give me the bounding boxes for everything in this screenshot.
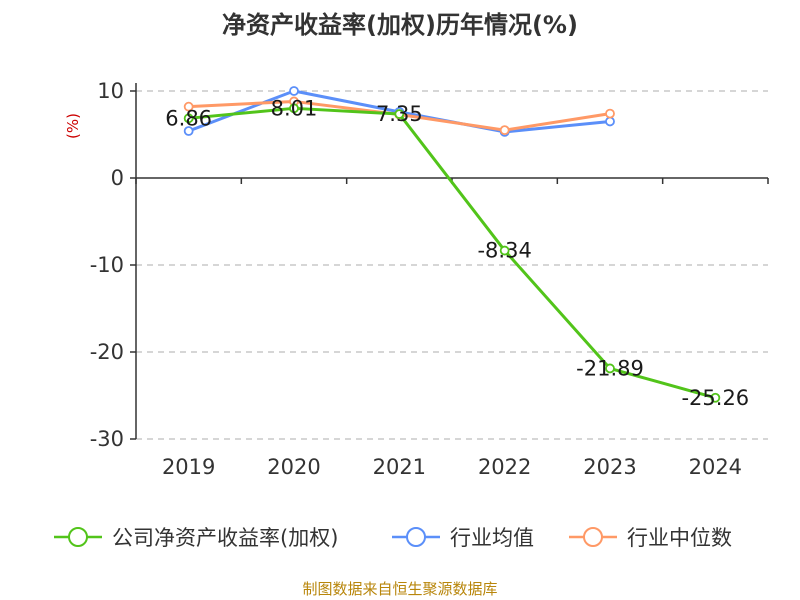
x-tick-label: 2023 bbox=[583, 455, 636, 479]
data-label: 7.35 bbox=[376, 102, 423, 126]
data-label: 8.01 bbox=[271, 96, 318, 120]
y-axis-label: (%) bbox=[64, 113, 82, 139]
series-lines bbox=[183, 86, 721, 403]
series-line bbox=[188, 106, 716, 400]
x-tick-label: 2022 bbox=[478, 455, 531, 479]
legend-marker bbox=[583, 527, 603, 547]
data-point bbox=[605, 108, 615, 119]
data-point bbox=[499, 125, 510, 136]
source-text: 制图数据来自恒生聚源数据库 bbox=[302, 580, 497, 598]
data-point bbox=[289, 86, 299, 96]
y-tick-label: 10 bbox=[97, 79, 124, 103]
data-point bbox=[183, 113, 194, 124]
data-point bbox=[605, 363, 615, 374]
legend-marker bbox=[68, 527, 88, 547]
data-point bbox=[710, 392, 721, 403]
legend-label: 公司净资产收益率(加权) bbox=[112, 526, 338, 550]
axes: 10 0 -10 -20 -30 2019 2020 2021 2022 2023 2024 bbox=[90, 79, 769, 479]
data-point bbox=[394, 109, 405, 119]
y-tick-label: 0 bbox=[111, 166, 124, 190]
y-tick-label: -10 bbox=[90, 253, 124, 277]
data-label: 6.86 bbox=[165, 106, 212, 130]
data-point bbox=[289, 103, 299, 114]
x-tick-label: 2020 bbox=[267, 455, 320, 479]
data-label: -25.26 bbox=[681, 386, 749, 410]
data-point bbox=[499, 245, 510, 256]
legend-marker bbox=[406, 527, 426, 547]
data-label: -8.34 bbox=[477, 239, 531, 263]
data-point bbox=[605, 116, 615, 127]
y-tick-label: -30 bbox=[90, 427, 124, 451]
chart-title: 净资产收益率(加权)历年情况(%) bbox=[222, 11, 578, 39]
x-tick-label: 2021 bbox=[373, 455, 426, 479]
data-label: -21.89 bbox=[576, 356, 644, 380]
x-tick-label: 2024 bbox=[689, 455, 742, 479]
data-point bbox=[183, 126, 194, 136]
legend-label: 行业均值 bbox=[450, 526, 534, 550]
legend-label: 行业中位数 bbox=[627, 526, 732, 550]
data-labels: 6.86 8.01 7.35 -8.34 -21.89 -25.26 bbox=[165, 96, 749, 409]
x-tick-label: 2019 bbox=[162, 455, 215, 479]
legend: 公司净资产收益率(加权) 行业均值 行业中位数 bbox=[54, 526, 732, 550]
y-tick-label: -20 bbox=[90, 340, 124, 364]
data-point bbox=[183, 101, 194, 112]
